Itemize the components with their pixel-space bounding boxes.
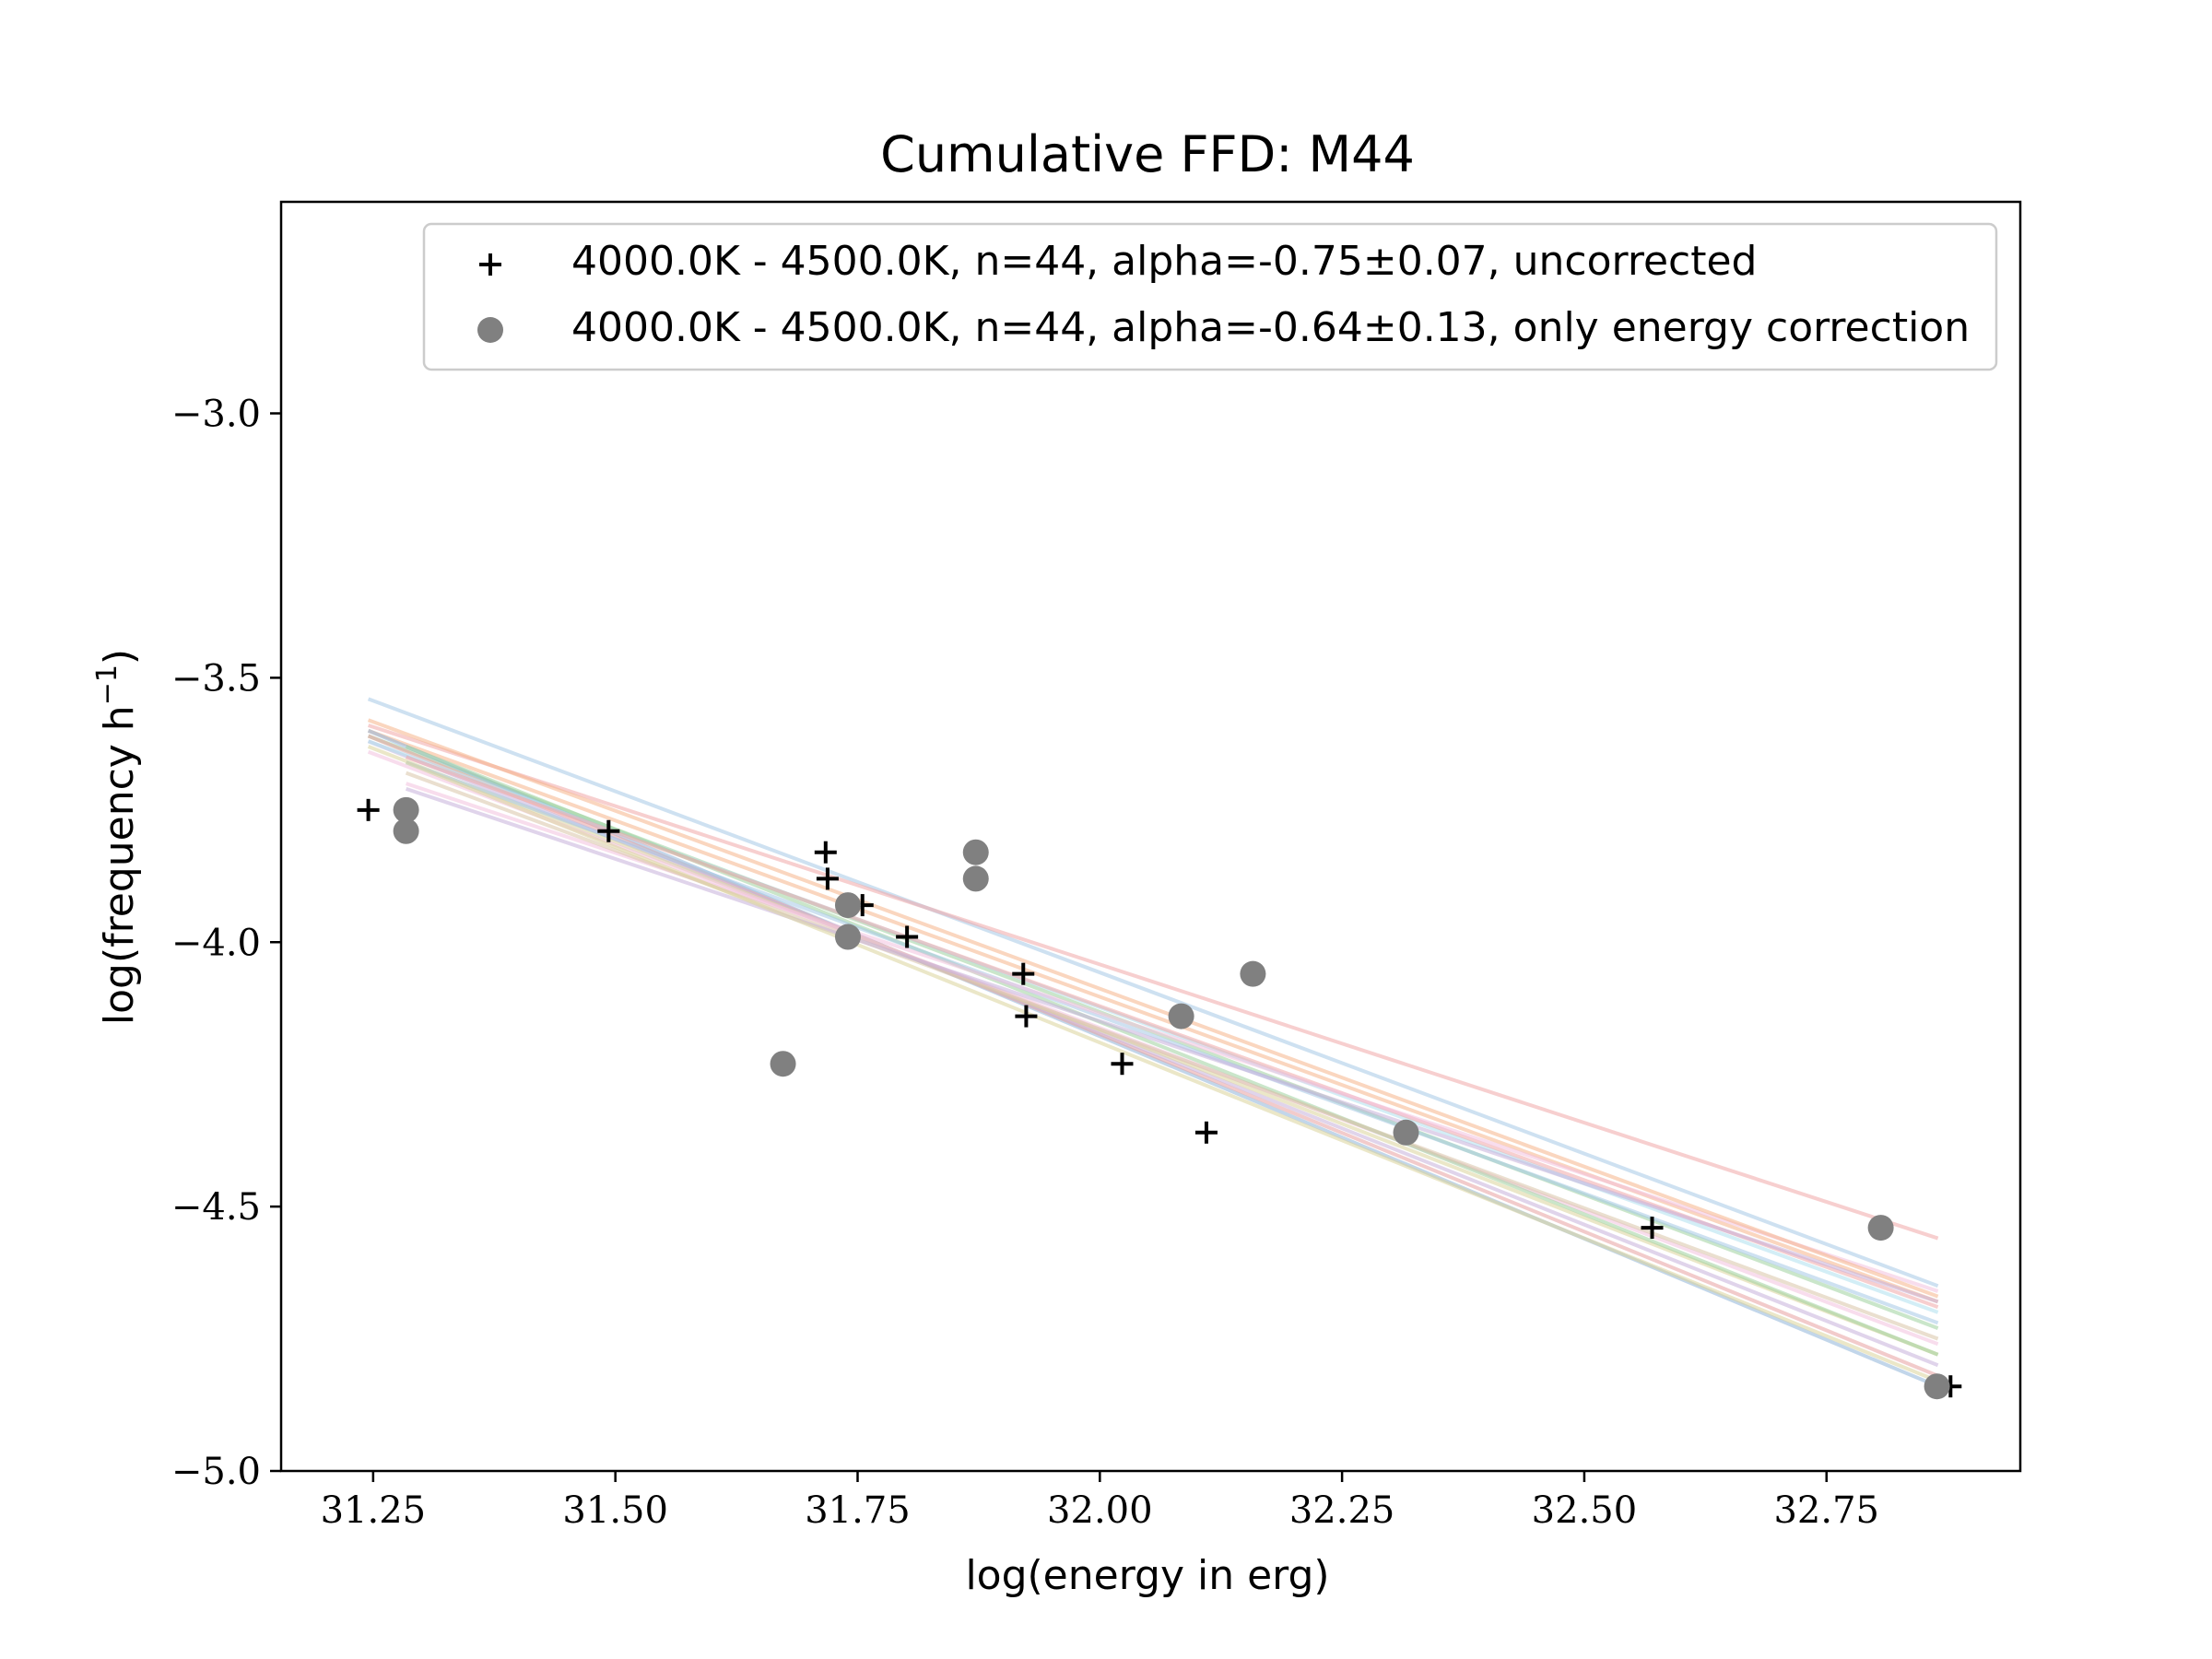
plus-marker-7 [1015,1005,1038,1028]
x-tick-label-2: 31.75 [805,1489,911,1532]
circle-marker-8 [1240,960,1266,987]
x-tick-label-1: 31.50 [562,1489,668,1532]
fit-lines-layer [367,697,1939,1389]
circle-marker-5 [962,839,989,865]
y-axis-label-superscript: −1 [91,665,124,705]
fit-line-2 [367,728,1939,1304]
x-tick-label-5: 32.50 [1532,1489,1638,1532]
plus-marker-2 [814,841,837,864]
legend: 4000.0K - 4500.0K, n=44, alpha=-0.75±0.0… [422,222,1998,371]
y-tick-label-1: −3.5 [171,657,261,700]
y-axis: −3.0 −3.5 −4.0 −4.5 −5.0 [171,394,281,1493]
circle-marker-2 [770,1051,796,1077]
legend-marker-plus [479,253,501,276]
plus-marker-6 [1012,962,1035,985]
y-tick-label-3: −4.5 [171,1186,261,1229]
circle-marker-3 [834,892,861,919]
circle-marker-6 [962,865,989,892]
y-axis-label-main: log(frequency h [96,705,143,1025]
x-tick-label-3: 32.00 [1047,1489,1153,1532]
x-tick-label-4: 32.25 [1289,1489,1395,1532]
plot-area-frame [279,200,2022,1473]
y-tick-label-2: −4.0 [171,922,261,964]
x-axis-label: log(energy in erg) [965,1552,1329,1599]
fit-line-17 [405,760,1939,1383]
fit-line-12 [405,760,1939,1325]
plus-marker-3 [816,867,839,890]
legend-label-uncorrected: 4000.0K - 4500.0K, n=44, alpha=-0.75±0.0… [571,238,1757,285]
y-axis-label-close: ) [96,649,143,665]
chart-title: Cumulative FFD: M44 [880,125,1415,183]
fit-line-1 [367,724,1939,1241]
plus-marker-5 [896,925,919,948]
plus-marker-9 [1194,1121,1218,1144]
x-tick-label-6: 32.75 [1773,1489,1879,1532]
fit-line-15 [405,786,1939,1304]
y-tick-label-0: −3.0 [171,394,261,436]
markers-layer [357,796,1962,1400]
fit-line-0 [367,697,1939,1288]
circle-marker-9 [1393,1119,1419,1146]
fit-line-16 [367,718,1939,1299]
plus-marker-1 [597,819,620,842]
legend-box [422,222,1998,371]
y-tick-label-4: −5.0 [171,1451,261,1493]
circle-marker-11 [1924,1373,1950,1400]
plus-marker-8 [1111,1053,1134,1076]
circle-marker-10 [1867,1215,1894,1241]
circle-marker-0 [393,796,419,823]
legend-label-energy-correction: 4000.0K - 4500.0K, n=44, alpha=-0.64±0.1… [571,304,1970,351]
x-axis: 31.25 31.50 31.75 32.00 32.25 32.50 32.75 [321,1471,1879,1532]
circle-marker-4 [834,924,861,950]
plus-marker-0 [357,798,380,821]
circle-marker-7 [1168,1003,1194,1030]
y-axis-label: log(frequency h−1) [91,649,143,1025]
legend-marker-circle [477,317,503,343]
plus-marker-10 [1641,1217,1664,1240]
x-tick-label-0: 31.25 [321,1489,427,1532]
circle-marker-1 [393,818,419,844]
